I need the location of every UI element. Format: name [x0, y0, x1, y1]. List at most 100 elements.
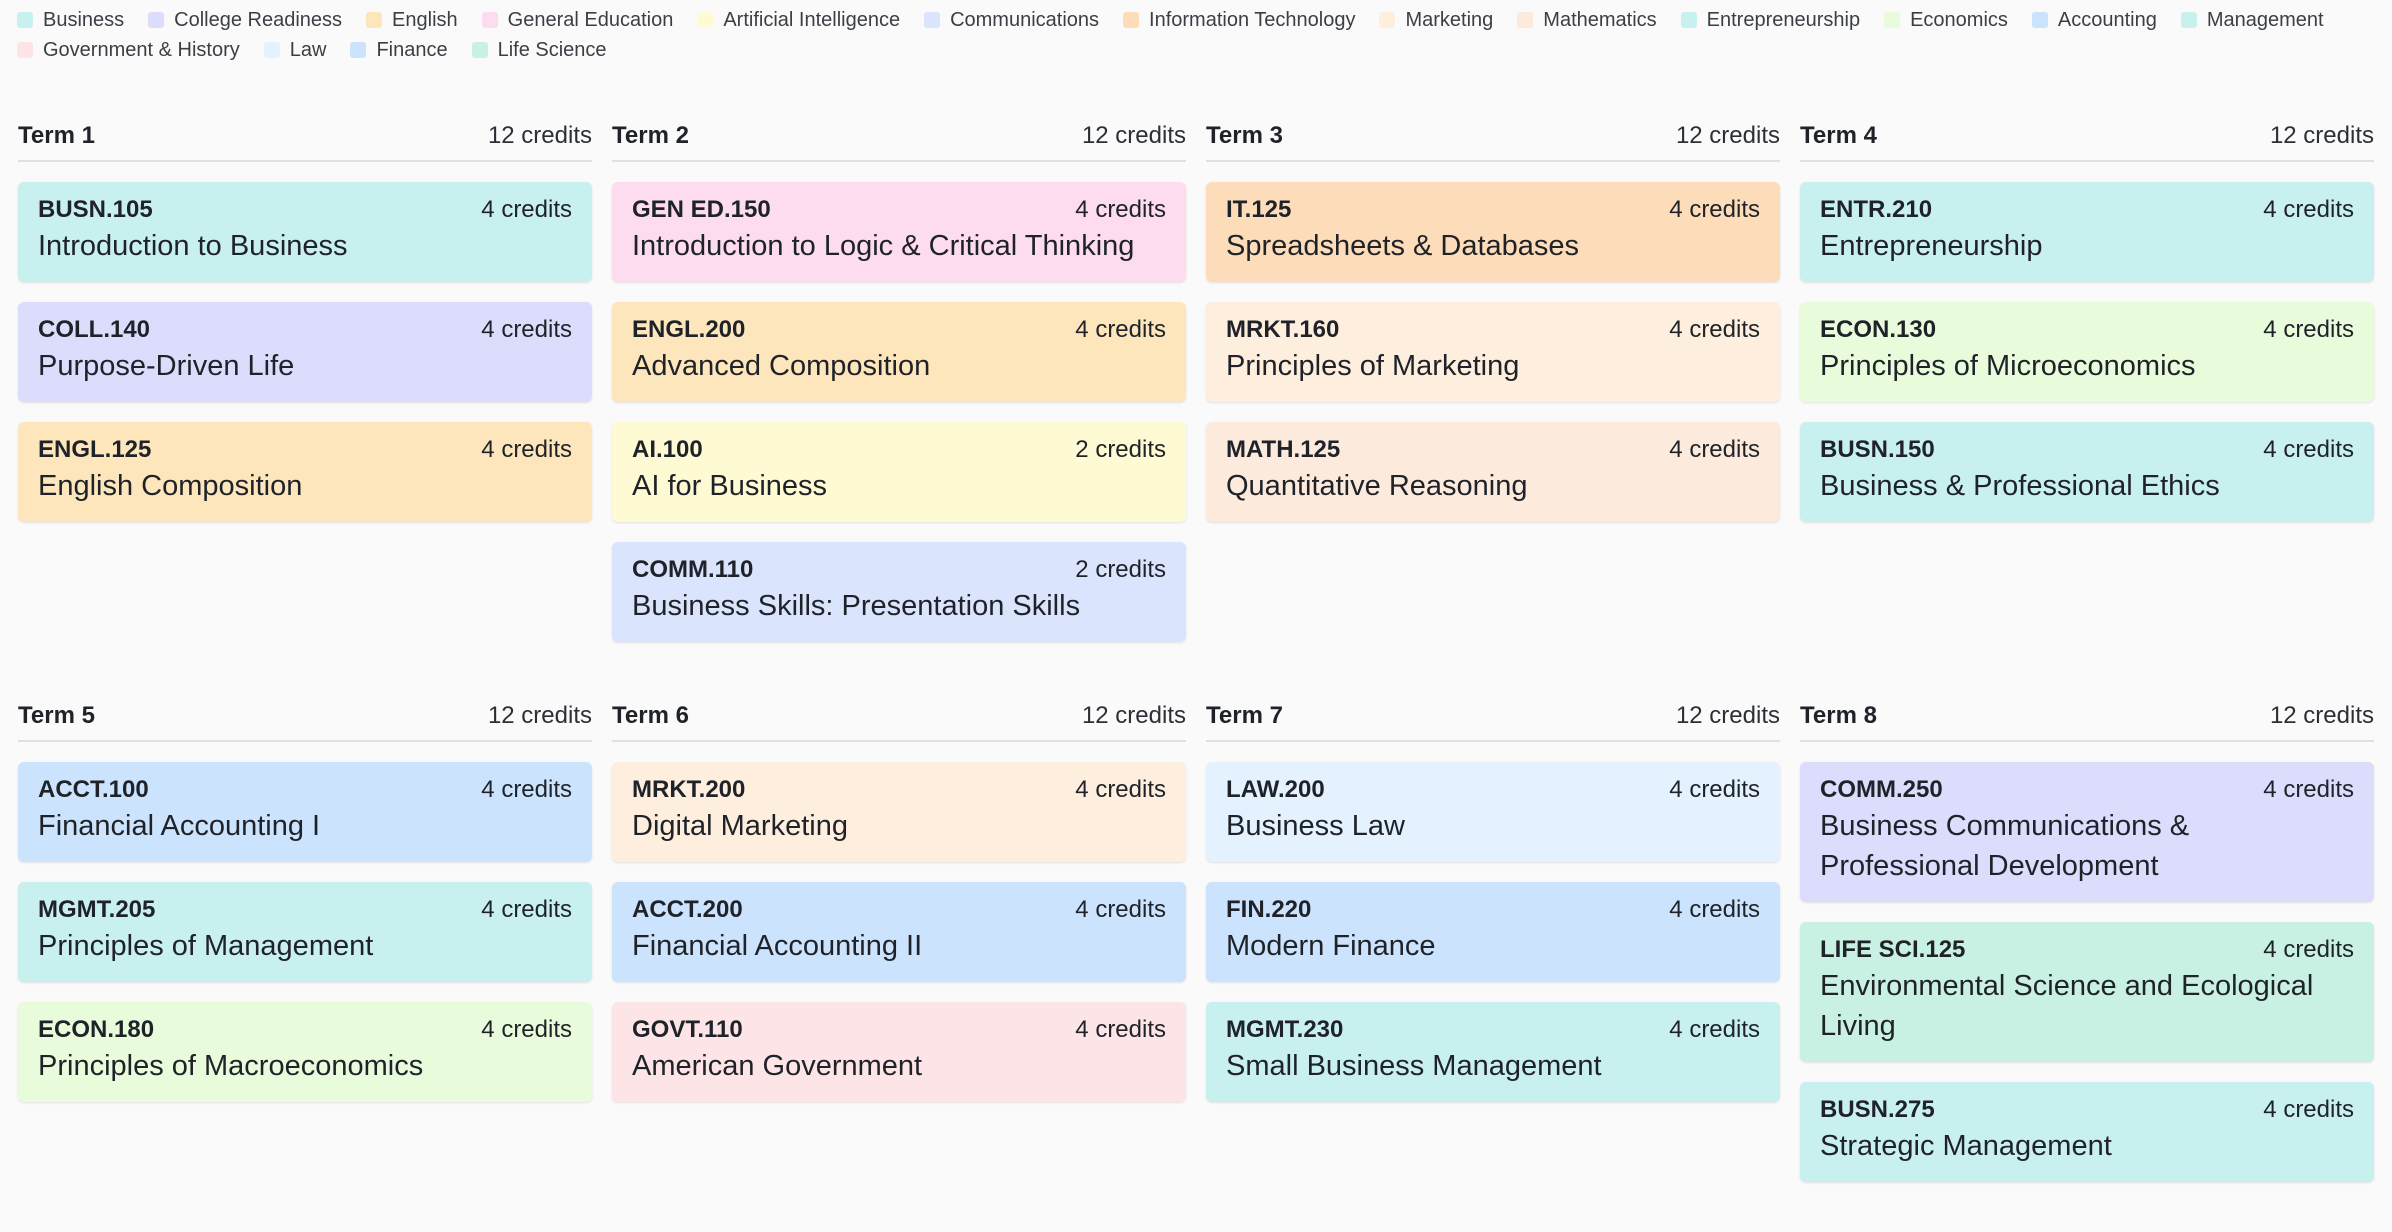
course-title: Introduction to Logic & Critical Thinkin…	[632, 230, 1135, 262]
course-card[interactable]: ENGL.200 4 credits Advanced Composition	[612, 302, 1186, 402]
legend-label: Entrepreneurship	[1706, 9, 1861, 31]
course-code: MGMT.230	[1226, 1016, 1344, 1043]
course-card[interactable]: MATH.125 4 credits Quantitative Reasoning	[1206, 422, 1780, 522]
course-credits: 4 credits	[481, 896, 572, 923]
course-card-header: MGMT.230 4 credits	[1226, 1016, 1760, 1044]
course-card[interactable]: LIFE SCI.125 4 credits Environmental Scien…	[1800, 922, 2374, 1062]
course-credits: 4 credits	[2263, 436, 2354, 463]
course-credits: 4 credits	[1075, 1016, 1166, 1043]
course-title: Business Law	[1226, 810, 1405, 842]
course-card[interactable]: BUSN.275 4 credits Strategic Management	[1800, 1082, 2374, 1182]
course-code: LIFE SCI.125	[1820, 936, 1966, 963]
course-card[interactable]: COLL.140 4 credits Purpose-Driven Life	[18, 302, 592, 402]
course-card-header: LIFE SCI.125 4 credits	[1820, 936, 2354, 964]
legend-label: Economics	[1910, 9, 2008, 31]
legend-item: Law	[263, 39, 326, 61]
course-card-header: ACCT.100 4 credits	[38, 776, 572, 804]
course-card[interactable]: BUSN.150 4 credits Business & Professional…	[1800, 422, 2374, 522]
course-title: Financial Accounting II	[632, 930, 923, 962]
course-code: BUSN.105	[38, 196, 153, 223]
course-list: GEN ED.150 4 credits Introduction to Logic…	[612, 182, 1186, 642]
term-header: Term 7 12 credits	[1206, 692, 1780, 742]
course-card[interactable]: ACCT.100 4 credits Financial Accounting I	[18, 762, 592, 862]
course-card[interactable]: MRKT.200 4 credits Digital Marketing	[612, 762, 1186, 862]
course-credits: 4 credits	[1669, 436, 1760, 463]
course-card[interactable]: ECON.180 4 credits Principles of Macroecon…	[18, 1002, 592, 1102]
course-title: Small Business Management	[1226, 1050, 1602, 1082]
course-title: Principles of Marketing	[1226, 350, 1520, 382]
term-header: Term 5 12 credits	[18, 692, 592, 742]
course-list: COMM.250 4 credits Business Communications…	[1800, 762, 2374, 1182]
course-card[interactable]: GEN ED.150 4 credits Introduction to Logic…	[612, 182, 1186, 282]
course-code: ECON.130	[1820, 316, 1937, 343]
legend-swatch	[17, 12, 33, 28]
term-column: Term 6 12 credits MRKT.200 4 credits Digital…	[612, 692, 1186, 1102]
course-card-header: IT.125 4 credits	[1226, 196, 1760, 224]
course-credits: 4 credits	[481, 1016, 572, 1043]
course-card[interactable]: COMM.250 4 credits Business Communications…	[1800, 762, 2374, 902]
course-credits: 4 credits	[1075, 316, 1166, 343]
term-header: Term 8 12 credits	[1800, 692, 2374, 742]
course-code: IT.125	[1226, 196, 1292, 223]
course-card[interactable]: ACCT.200 4 credits Financial Accounting II	[612, 882, 1186, 982]
course-credits: 4 credits	[1075, 896, 1166, 923]
term-name: Term 6	[612, 702, 689, 729]
course-card-header: MRKT.200 4 credits	[632, 776, 1166, 804]
legend-label: Government & History	[43, 39, 240, 61]
legend-swatch	[1379, 12, 1396, 28]
course-card[interactable]: IT.125 4 credits Spreadsheets & Databases	[1206, 182, 1780, 282]
term-column: Term 8 12 credits COMM.250 4 credits Busines…	[1800, 692, 2374, 1182]
course-title: Modern Finance	[1226, 930, 1436, 962]
course-title: Financial Accounting I	[38, 810, 321, 842]
course-code: BUSN.275	[1820, 1096, 1935, 1123]
course-card[interactable]: FIN.220 4 credits Modern Finance	[1206, 882, 1780, 982]
course-card[interactable]: ENGL.125 4 credits English Composition	[18, 422, 592, 522]
legend-swatch	[350, 42, 367, 58]
term-header: Term 2 12 credits	[612, 112, 1186, 162]
course-code: MGMT.205	[38, 896, 156, 923]
course-title: Environmental Science and Ecological Liv…	[1820, 970, 2314, 1042]
term-credits: 12 credits	[1081, 702, 1186, 729]
course-card[interactable]: LAW.200 4 credits Business Law	[1206, 762, 1780, 862]
course-card[interactable]: MRKT.160 4 credits Principles of Marketing	[1206, 302, 1780, 402]
course-list: ENTR.210 4 credits Entrepreneurship ECON.13…	[1800, 182, 2374, 522]
legend-swatch	[2180, 12, 2197, 28]
course-card-header: GOVT.110 4 credits	[632, 1016, 1166, 1044]
term-column: Term 2 12 credits GEN ED.150 4 credits Intro…	[612, 112, 1186, 642]
course-list: LAW.200 4 credits Business Law FIN.220 4 cre…	[1206, 762, 1780, 1102]
course-card[interactable]: ECON.130 4 credits Principles of Microecon…	[1800, 302, 2374, 402]
course-card[interactable]: MGMT.205 4 credits Principles of Managemen…	[18, 882, 592, 982]
course-card-header: FIN.220 4 credits	[1226, 896, 1760, 924]
course-card[interactable]: GOVT.110 4 credits American Government	[612, 1002, 1186, 1102]
course-card[interactable]: COMM.110 2 credits Business Skills: Presen…	[612, 542, 1186, 642]
term-credits: 12 credits	[1081, 122, 1186, 149]
course-credits: 4 credits	[1075, 196, 1166, 223]
legend-swatch	[1123, 12, 1140, 28]
course-code: AI.100	[632, 436, 703, 463]
course-card-header: ECON.130 4 credits	[1820, 316, 2354, 344]
course-title: Business Skills: Presentation Skills	[632, 590, 1081, 622]
legend-swatch	[471, 42, 488, 58]
course-card-header: BUSN.105 4 credits	[38, 196, 572, 224]
course-code: ENTR.210	[1820, 196, 1933, 223]
course-card[interactable]: AI.100 2 credits AI for Business	[612, 422, 1186, 522]
course-list: ACCT.100 4 credits Financial Accounting I M…	[18, 762, 592, 1102]
course-code: COMM.110	[632, 556, 754, 583]
course-code: COLL.140	[38, 316, 151, 343]
term-name: Term 8	[1800, 702, 1877, 729]
course-title: AI for Business	[632, 470, 828, 502]
course-card[interactable]: ENTR.210 4 credits Entrepreneurship	[1800, 182, 2374, 282]
term-header: Term 4 12 credits	[1800, 112, 2374, 162]
course-list: IT.125 4 credits Spreadsheets & Databases M…	[1206, 182, 1780, 522]
legend-item: Accounting	[2031, 9, 2157, 31]
term-name: Term 2	[612, 122, 689, 149]
term-header: Term 6 12 credits	[612, 692, 1186, 742]
legend-item: Artificial Intelligence	[697, 9, 900, 31]
term-name: Term 1	[18, 122, 95, 149]
course-credits: 4 credits	[1669, 316, 1760, 343]
course-card[interactable]: MGMT.230 4 credits Small Business Manageme…	[1206, 1002, 1780, 1102]
term-name: Term 4	[1800, 122, 1877, 149]
legend-label: Mathematics	[1543, 9, 1657, 31]
course-card[interactable]: BUSN.105 4 credits Introduction to Busines…	[18, 182, 592, 282]
legend-swatch	[366, 12, 383, 28]
